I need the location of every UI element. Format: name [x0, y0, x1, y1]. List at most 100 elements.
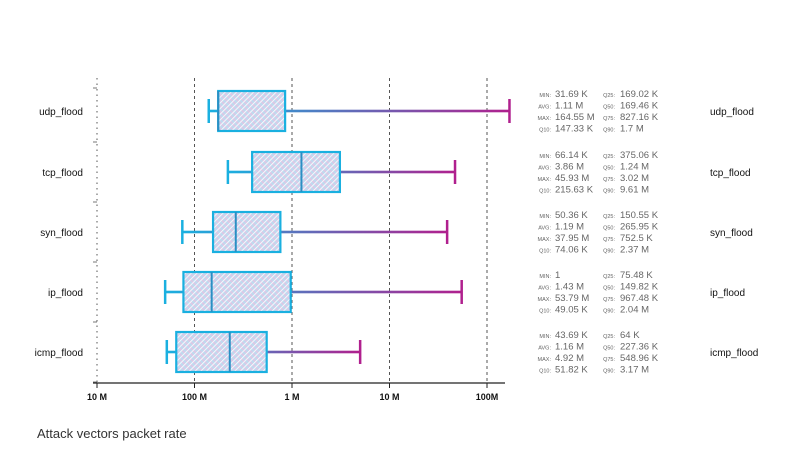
stat-key: Q90: [603, 189, 615, 195]
stat-key: Q25: [603, 334, 615, 340]
stat-value: 31.69 K [555, 89, 588, 100]
stat-value: 66.14 K [555, 150, 588, 161]
whisker-line [165, 290, 462, 294]
category-label-left: ip_flood [48, 288, 83, 299]
stat-value: 43.69 K [555, 330, 588, 341]
category-label-left: syn_flood [40, 228, 83, 239]
stat-value: 215.63 K [555, 185, 594, 196]
stat-key: Q75: [603, 237, 615, 243]
stat-value: 53.79 M [555, 293, 589, 304]
x-tick-label: 10 M [87, 392, 107, 402]
chart-title: Attack vectors packet rate [37, 426, 187, 441]
stat-value: 149.82 K [620, 282, 659, 293]
stat-value: 164.55 M [555, 112, 595, 123]
stat-value: 74.06 K [555, 245, 588, 256]
stat-key: Q10: [539, 309, 551, 315]
stat-key: Q10: [539, 249, 551, 255]
stat-key: Q90: [603, 309, 615, 315]
stat-value: 9.61 M [620, 185, 649, 196]
stat-value: 2.37 M [620, 245, 649, 256]
stat-key: AVG: [538, 105, 551, 111]
stat-key: Q75: [603, 357, 615, 363]
stat-value: 3.02 M [620, 173, 649, 184]
category-label-right: tcp_flood [710, 168, 751, 179]
stat-key: Q10: [539, 128, 551, 134]
stat-value: 967.48 K [620, 293, 659, 304]
whisker-line [227, 170, 456, 174]
box-tcp_flood: tcp_flood tcp_flood [42, 150, 751, 194]
whisker-line [182, 230, 448, 234]
stat-value: 150.55 K [620, 210, 659, 221]
x-tick-label: 1 M [284, 392, 299, 402]
stat-key: MIN: [539, 93, 551, 99]
stat-value: 265.95 K [620, 222, 659, 233]
stat-value: 1.16 M [555, 342, 584, 353]
box-iqr [217, 89, 287, 133]
x-axis: 10 M 100 M 1 M 10 M 100M [87, 87, 505, 402]
stat-value: 1.19 M [555, 222, 584, 233]
category-label-left: udp_flood [39, 107, 83, 118]
stat-key: Q90: [603, 249, 615, 255]
stat-key: Q75: [603, 177, 615, 183]
stat-value: 1.24 M [620, 162, 649, 173]
x-tick-label: 10 M [379, 392, 399, 402]
stat-value: 548.96 K [620, 353, 659, 364]
boxes: udp_flood udp_flood tcp_flood tcp_flood syn_… [35, 89, 758, 374]
grid [96, 78, 488, 383]
box-iqr [182, 270, 292, 314]
box-icmp_flood: icmp_flood icmp_flood [35, 330, 758, 374]
stat-value: 3.17 M [620, 365, 649, 376]
stat-key: Q25: [603, 214, 615, 220]
stat-key: AVG: [538, 346, 551, 352]
stat-value: 2.04 M [620, 305, 649, 316]
stat-value: 147.33 K [555, 124, 594, 135]
stat-value: 4.92 M [555, 353, 584, 364]
stat-key: Q50: [603, 286, 615, 292]
stat-value: 1.11 M [555, 101, 583, 112]
category-label-left: tcp_flood [42, 168, 83, 179]
stat-key: MIN: [539, 274, 551, 280]
stat-value: 1.7 M [620, 124, 644, 135]
whisker-line [208, 109, 510, 113]
category-label-right: ip_flood [710, 288, 745, 299]
category-label-right: icmp_flood [710, 348, 758, 359]
stat-value: 50.36 K [555, 210, 588, 221]
box-ip_flood: ip_flood ip_flood [48, 270, 745, 314]
stat-value: 227.36 K [620, 342, 659, 353]
stat-value: 169.02 K [620, 89, 659, 100]
stat-key: Q10: [539, 189, 551, 195]
box-udp_flood: udp_flood udp_flood [39, 89, 754, 133]
stat-key: AVG: [538, 166, 551, 172]
stat-value: 45.93 M [555, 173, 589, 184]
x-tick-label: 100 M [182, 392, 207, 402]
stat-value: 3.86 M [555, 162, 584, 173]
stat-key: MIN: [539, 214, 551, 220]
stat-key: Q25: [603, 154, 615, 160]
stat-value: 49.05 K [555, 305, 588, 316]
stat-key: Q50: [603, 166, 615, 172]
stat-key: Q50: [603, 346, 615, 352]
stat-value: 75.48 K [620, 270, 653, 281]
category-label-right: udp_flood [710, 107, 754, 118]
box-iqr [211, 210, 282, 254]
stat-key: Q25: [603, 274, 615, 280]
stat-key: MAX: [538, 357, 552, 363]
stat-key: Q25: [603, 93, 615, 99]
category-label-right: syn_flood [710, 228, 753, 239]
stat-value: 51.82 K [555, 365, 588, 376]
stat-value: 64 K [620, 330, 640, 341]
stat-key: Q75: [603, 297, 615, 303]
box-iqr [251, 150, 342, 194]
x-tick-label: 100M [476, 392, 499, 402]
stat-key: MIN: [539, 334, 551, 340]
stat-key: MAX: [538, 177, 552, 183]
stat-key: Q10: [539, 369, 551, 375]
stat-key: AVG: [538, 286, 551, 292]
stat-value: 752.5 K [620, 233, 653, 244]
stat-key: Q50: [603, 105, 615, 111]
box-syn_flood: syn_flood syn_flood [40, 210, 753, 254]
stat-key: MIN: [539, 154, 551, 160]
category-label-left: icmp_flood [35, 348, 83, 359]
stat-value: 1.43 M [555, 282, 584, 293]
stats-panel: MIN: 31.69 K Q25: 169.02 K AVG: 1.11 M Q50: 169… [538, 89, 659, 376]
